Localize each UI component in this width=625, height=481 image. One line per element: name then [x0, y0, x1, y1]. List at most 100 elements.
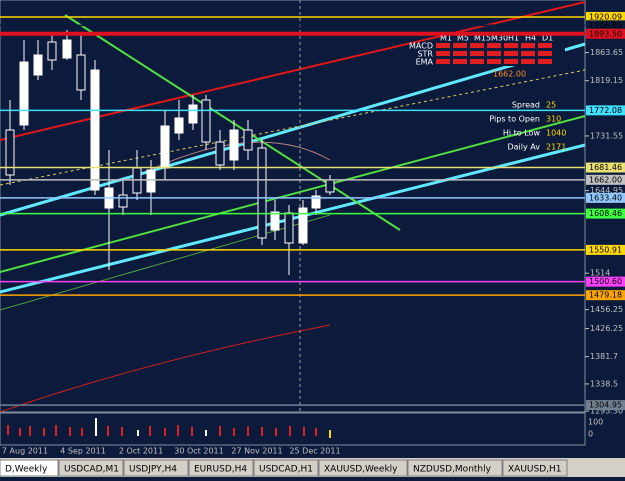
row-label: STR: [417, 50, 433, 59]
timeframe: H4: [525, 34, 536, 43]
level-box: [586, 290, 625, 301]
indicator-label: 100: [588, 418, 603, 427]
signal: [436, 59, 450, 64]
date-label: 27 Nov 2011: [231, 447, 282, 456]
date-label: 2 Oct 2011: [119, 447, 163, 456]
signal: [453, 43, 467, 48]
level-box: [586, 276, 625, 287]
signal: [521, 51, 535, 56]
tab[interactable]: [188, 459, 254, 477]
signal: [470, 59, 484, 64]
tab[interactable]: [253, 459, 319, 477]
price-label: 1338.5: [590, 379, 618, 388]
level-box: [586, 28, 625, 39]
level-label: 1906.85: [589, 21, 622, 30]
tab[interactable]: [318, 459, 408, 477]
price-label: 1295.30: [590, 407, 623, 416]
indicator-panel: [0, 412, 586, 446]
stat-label: Pips to Open: [489, 115, 540, 124]
date-label: 30 Oct 2011: [174, 447, 223, 456]
signal: [521, 43, 535, 48]
level-box: [586, 192, 625, 203]
tab[interactable]: [0, 459, 59, 477]
stat-value: 25: [546, 101, 556, 110]
level-box: [586, 105, 625, 116]
level-box: [586, 20, 625, 31]
stat-label: Hi to Low: [503, 129, 541, 138]
level-label: 1304.95: [589, 401, 622, 410]
tab[interactable]: [502, 459, 568, 477]
level-label: 1920.09: [589, 12, 622, 21]
signal: [470, 43, 484, 48]
indicator-label: 0: [588, 430, 593, 439]
signal: [487, 43, 501, 48]
stat-label: Spread: [512, 101, 540, 110]
timeframe: M1: [440, 34, 452, 43]
tab[interactable]: [58, 459, 124, 477]
level-label: 1479.18: [589, 291, 622, 300]
row-label: EMA: [416, 58, 434, 67]
timeframe: M5: [457, 34, 469, 43]
stat-label: Daily Av: [507, 143, 540, 152]
level-box: [586, 11, 625, 22]
tab-label[interactable]: D,Weekly: [5, 465, 48, 475]
level-label: 1772.08: [589, 106, 622, 115]
stat-value: 1040: [546, 129, 566, 138]
price-label: 1514: [590, 269, 610, 278]
indicator-bars: [7, 418, 331, 438]
signal: [470, 51, 484, 56]
price-label: 1644.95: [590, 186, 623, 195]
signal: [521, 59, 535, 64]
price-label: 1731.55: [590, 131, 623, 140]
level-label: 1500.60: [589, 277, 622, 286]
level-box: [586, 244, 625, 255]
price-big: 1662.00: [493, 70, 526, 79]
level-box: [586, 162, 625, 173]
tab-label[interactable]: USDJPY,H4: [129, 465, 177, 475]
signal: [436, 43, 450, 48]
signal: [487, 51, 501, 56]
signal: [504, 59, 518, 64]
price-label: 1426.25: [590, 324, 623, 333]
signal: [538, 43, 552, 48]
tab-label[interactable]: XAUUSD,H1: [508, 465, 562, 475]
signal: [504, 51, 518, 56]
timeframe: D1: [542, 34, 553, 43]
timeframe: H1: [508, 34, 519, 43]
signal: [436, 51, 450, 56]
tab-label[interactable]: USDCAD,M1: [64, 465, 119, 475]
tab-label[interactable]: NZDUSD,Monthly: [413, 465, 492, 475]
tab-label[interactable]: USDCAD,H1: [259, 465, 313, 475]
signal: [538, 59, 552, 64]
tab-label[interactable]: EURUSD,H4: [194, 465, 247, 475]
signal: [453, 51, 467, 56]
stat-value: 310: [546, 115, 561, 124]
level-box: [586, 208, 625, 219]
tab[interactable]: [407, 459, 503, 477]
signal: [487, 59, 501, 64]
tab-label[interactable]: XAUUSD,Weekly: [324, 465, 398, 475]
level-label: 1893.50: [589, 29, 622, 38]
signal: [538, 51, 552, 56]
price-label: 1863.65: [590, 48, 623, 57]
date-label: 4 Sep 2011: [60, 447, 106, 456]
date-label: 7 Aug 2011: [2, 447, 48, 456]
level-label: 1662.00: [589, 175, 622, 184]
level-label: 1633.40: [589, 193, 622, 202]
date-label: 25 Dec 2011: [289, 447, 340, 456]
plot-area: [0, 0, 586, 413]
timeframe: M15: [474, 34, 491, 43]
price-label: 1819.15: [590, 76, 623, 85]
tab[interactable]: [123, 459, 189, 477]
row-label: MACD: [409, 42, 433, 51]
price-label: 1456.25: [590, 305, 623, 314]
level-box: [586, 174, 625, 185]
signal: [453, 59, 467, 64]
price-label: 1381.7: [590, 352, 618, 361]
level-label: 1608.46: [589, 209, 622, 218]
level-label: 1681.46: [589, 163, 622, 172]
level-box: [586, 400, 625, 411]
timeframe: M30: [491, 34, 508, 43]
